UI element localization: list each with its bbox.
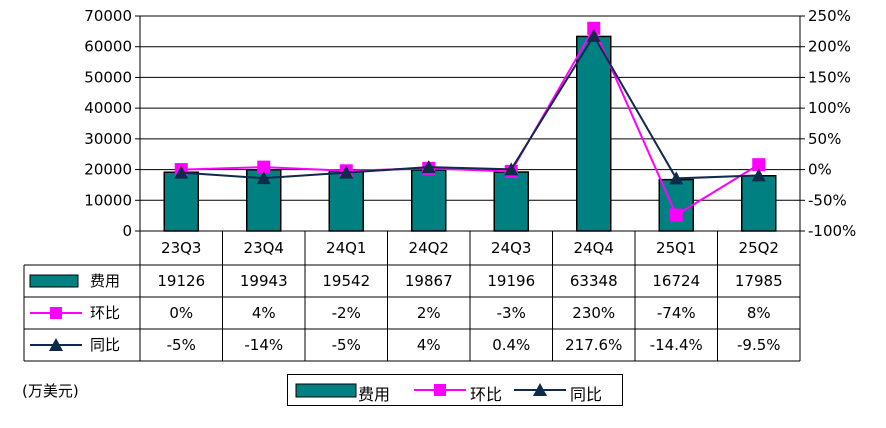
- line-series: [174, 21, 766, 222]
- right-tick-label: -50%: [808, 191, 847, 209]
- legend-line-swatch-qoq: [414, 384, 466, 396]
- axes: 0 10000 20000 30000 40000 50000 60000 70000 -100…: [84, 7, 856, 240]
- right-tick-label: 50%: [808, 130, 841, 148]
- table-cell: 217.6%: [565, 336, 622, 354]
- right-tick-label: 250%: [808, 7, 851, 25]
- legend-line-swatch-yoy: [514, 383, 566, 396]
- right-tick-label: 200%: [808, 38, 851, 56]
- marker-qoq-25Q1: [669, 208, 683, 222]
- line-yoy: [181, 33, 759, 180]
- unit-label: (万美元): [22, 382, 79, 400]
- category-label: 23Q4: [244, 239, 284, 257]
- table-cell: 8%: [747, 304, 771, 322]
- table-cell: 230%: [572, 304, 615, 322]
- bar-cost-24Q1: [328, 170, 364, 232]
- marker-yoy-24Q2: [421, 160, 436, 174]
- category-label: 25Q2: [739, 239, 779, 257]
- marker-yoy-24Q1: [339, 165, 354, 179]
- table-cell: 0%: [169, 304, 193, 322]
- table-cell: -5%: [167, 336, 196, 354]
- legend-item-yoy: 同比: [514, 375, 618, 405]
- marker-yoy-23Q3: [174, 165, 189, 179]
- marker-yoy-24Q3: [504, 162, 519, 176]
- row-key-marker-yoy: [49, 338, 63, 351]
- left-tick-label: 40000: [84, 99, 132, 117]
- legend-bar-swatch: [295, 383, 357, 398]
- row-key-marker-qoq: [50, 307, 62, 319]
- marker-yoy-25Q2: [751, 168, 766, 182]
- row-label: 同比: [90, 336, 120, 354]
- table-cell: -2%: [332, 304, 361, 322]
- table-cell: 17985: [735, 272, 783, 290]
- marker-qoq-23Q4: [257, 160, 271, 174]
- marker-yoy-24Q4: [586, 28, 601, 42]
- table-cell: -5%: [332, 336, 361, 354]
- bar-cost-25Q2: [741, 175, 777, 232]
- left-tick-label: 10000: [84, 191, 132, 209]
- table-cell: -74%: [657, 304, 696, 322]
- table-cell: 4%: [417, 336, 441, 354]
- left-tick-label: 60000: [84, 38, 132, 56]
- legend-item-cost: 费用: [294, 375, 412, 405]
- legend-label-cost: 费用: [358, 385, 391, 404]
- table-cell: -9.5%: [737, 336, 781, 354]
- table-cell: 4%: [252, 304, 276, 322]
- marker-yoy-23Q4: [256, 171, 271, 185]
- category-label: 24Q4: [574, 239, 614, 257]
- bar-cost-23Q3: [163, 171, 199, 232]
- category-label: 24Q3: [491, 239, 531, 257]
- left-tick-label: 30000: [84, 130, 132, 148]
- table-cell: 19943: [240, 272, 288, 290]
- table-cell: -14%: [244, 336, 283, 354]
- table-cell: 19542: [322, 272, 370, 290]
- bar-series: [163, 35, 777, 232]
- bar-cost-24Q3: [493, 171, 529, 232]
- right-tick-label: 150%: [808, 68, 851, 86]
- bar-cost-24Q4: [576, 35, 612, 232]
- legend-label-qoq: 环比: [470, 385, 503, 404]
- table-cell: 19867: [405, 272, 453, 290]
- marker-qoq-25Q2: [752, 158, 766, 172]
- table-cell: 0.4%: [492, 336, 530, 354]
- legend-item-qoq: 环比: [414, 375, 514, 405]
- table-cell: 19196: [487, 272, 535, 290]
- category-label: 24Q2: [409, 239, 449, 257]
- legend: 费用 环比 同比: [287, 374, 623, 406]
- left-tick-label: 20000: [84, 161, 132, 179]
- right-tick-label: 0%: [808, 161, 832, 179]
- left-tick-label: 70000: [84, 7, 132, 25]
- left-tick-label: 0: [122, 222, 132, 240]
- table-cell: 19126: [157, 272, 205, 290]
- left-tick-label: 50000: [84, 68, 132, 86]
- category-label: 25Q1: [656, 239, 696, 257]
- right-tick-label: -100%: [808, 222, 856, 240]
- row-key-cost: [29, 274, 79, 288]
- table-cell: -3%: [497, 304, 526, 322]
- right-tick-label: 100%: [808, 99, 851, 117]
- data-table: 23Q3 23Q4 24Q1 24Q2 24Q3 24Q4 25Q1 25Q2 费用 19126 1…: [23, 231, 801, 362]
- table-cell: 2%: [417, 304, 441, 322]
- category-label: 24Q1: [326, 239, 366, 257]
- row-label: 环比: [90, 304, 120, 322]
- table-cell: 63348: [570, 272, 618, 290]
- table-cell: -14.4%: [650, 336, 703, 354]
- marker-qoq-24Q4: [587, 21, 601, 35]
- line-qoq: [181, 26, 760, 217]
- marker-yoy-25Q1: [669, 171, 684, 185]
- row-label: 费用: [90, 272, 120, 290]
- table-cell: 16724: [652, 272, 700, 290]
- category-label: 23Q3: [161, 239, 201, 257]
- bar-cost-24Q2: [411, 169, 447, 232]
- legend-label-yoy: 同比: [570, 385, 603, 404]
